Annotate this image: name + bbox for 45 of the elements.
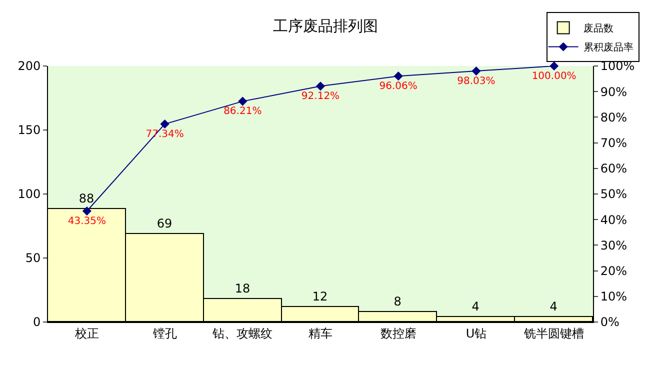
y2-tick-label: 0% — [600, 315, 620, 330]
y2-tick-label: 90% — [600, 84, 628, 99]
y2-tick-label: 40% — [600, 212, 628, 227]
point — [394, 72, 403, 81]
data-label: 92.12% — [301, 91, 340, 102]
data-label: 12 — [312, 290, 328, 304]
data-label: 69 — [156, 216, 172, 230]
data-label: 4 — [550, 300, 558, 314]
point — [472, 66, 481, 76]
y2-tick-label: 20% — [600, 264, 628, 278]
legend-label: 累积废品率 — [583, 42, 634, 54]
x-tick-label: 数控磨 — [380, 326, 416, 340]
x-tick-label: 镗孔 — [152, 326, 177, 340]
y2-tick-label: 10% — [600, 290, 628, 304]
point — [82, 206, 92, 216]
point — [160, 119, 170, 129]
data-label: 18 — [234, 282, 250, 296]
y-tick-label: 100 — [18, 187, 41, 202]
y2-tick-label: 70% — [600, 136, 628, 150]
x-tick-label: U钻 — [466, 326, 487, 340]
data-label: 4 — [472, 300, 480, 314]
x-tick-label: 校正 — [74, 326, 99, 340]
data-label: 88 — [78, 192, 94, 206]
y-tick-label: 200 — [18, 59, 41, 74]
data-label: 8 — [394, 294, 402, 308]
x-tick-label: 精车 — [308, 326, 332, 340]
y-tick-label: 0 — [32, 315, 41, 330]
y-tick-label: 50 — [25, 251, 41, 266]
point — [316, 82, 326, 91]
y2-tick-label: 60% — [600, 162, 628, 176]
chart-title: 工序废品排列图 — [273, 16, 378, 35]
data-label: 100.00% — [532, 70, 576, 82]
point — [238, 96, 248, 106]
x-tick-label: 钻、攻螺纹 — [212, 326, 273, 340]
data-label: 96.06% — [379, 80, 418, 92]
data-label: 43.35% — [68, 216, 106, 227]
x-tick-label: 铣半圆键槽 — [523, 326, 584, 340]
data-label: 98.03% — [457, 76, 496, 87]
y2-tick-label: 30% — [600, 238, 628, 252]
y-tick-label: 150 — [18, 123, 41, 138]
legend-label: 废品数 — [583, 22, 614, 35]
y2-tick-label: 80% — [600, 110, 628, 124]
point — [550, 61, 559, 71]
y2-tick-label: 50% — [600, 187, 628, 202]
data-label: 86.21% — [224, 106, 262, 118]
